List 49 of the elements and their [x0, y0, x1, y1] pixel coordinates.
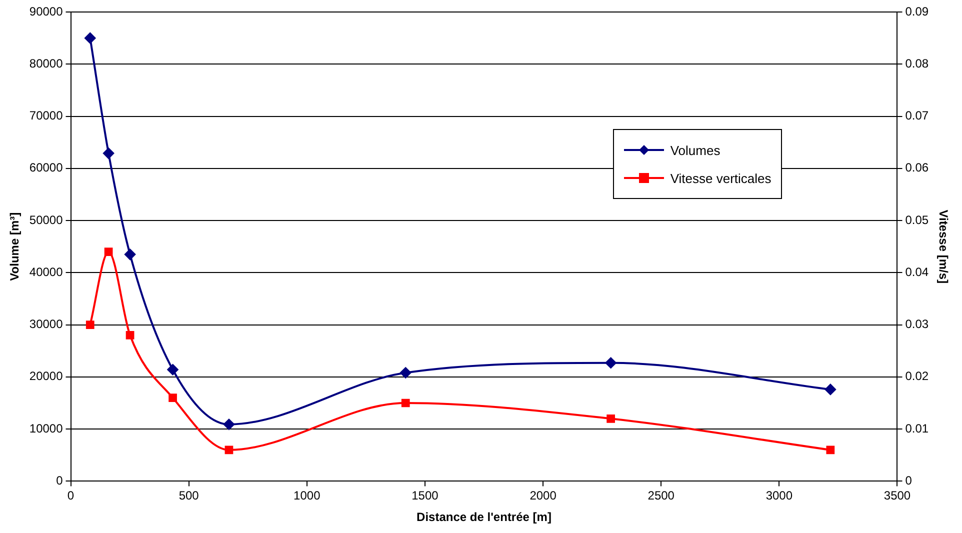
y2-tick-label: 0.05 [905, 212, 929, 227]
y2-tick-label: 0.08 [905, 56, 929, 70]
x-tick-label: 1500 [412, 488, 439, 503]
legend-label: Vitesse verticales [670, 170, 772, 186]
x-tick-label: 500 [178, 488, 200, 503]
legend-label: Volumes [670, 142, 720, 158]
x-tick-label: 3000 [766, 488, 793, 503]
point [167, 364, 178, 376]
y2-tick-label: 0 [905, 474, 912, 488]
y-tick-label: 50000 [29, 212, 64, 227]
y2-tick-label: 0.09 [905, 4, 929, 18]
point [826, 446, 835, 454]
point [401, 398, 410, 408]
point [103, 148, 114, 159]
point [84, 32, 96, 44]
point [126, 331, 134, 340]
y2-axis-title: Vitesse [m/s] [936, 210, 950, 284]
point [124, 248, 136, 260]
y2-tick-label: 0.06 [905, 160, 929, 175]
y2-tick-label: 0.04 [905, 264, 929, 279]
point [400, 367, 412, 378]
y-tick-label: 60000 [29, 160, 64, 175]
x-tick-label: 0 [67, 488, 74, 503]
y2-tick-label: 0.03 [905, 317, 929, 332]
point [224, 446, 234, 454]
x-tick-label: 3500 [884, 488, 911, 503]
y2-tick-label: 0.07 [905, 108, 929, 123]
y-tick-label: 30000 [29, 317, 64, 332]
y-tick-label: 10000 [29, 421, 64, 436]
y-tick-label: 40000 [29, 264, 64, 279]
x-tick-label: 2500 [648, 488, 675, 503]
point [824, 384, 836, 395]
point [104, 248, 113, 256]
y2-tick-label: 0.01 [905, 421, 929, 436]
x-tick-label: 1000 [294, 488, 321, 503]
y-tick-label: 80000 [29, 56, 64, 70]
y-axis-title: Volume [m³] [8, 212, 22, 281]
y-tick-label: 20000 [29, 369, 64, 384]
point [605, 357, 616, 368]
y-tick-label: 90000 [29, 4, 64, 18]
y2-tick-label: 0.02 [905, 369, 929, 384]
point [168, 394, 177, 402]
point [223, 418, 234, 430]
point [606, 414, 615, 423]
y-tick-label: 0 [56, 474, 64, 488]
point [86, 320, 94, 329]
x-tick-label: 2000 [530, 488, 557, 503]
y-tick-label: 70000 [29, 108, 64, 123]
x-axis-title: Distance de l'entrée [m] [416, 510, 552, 524]
